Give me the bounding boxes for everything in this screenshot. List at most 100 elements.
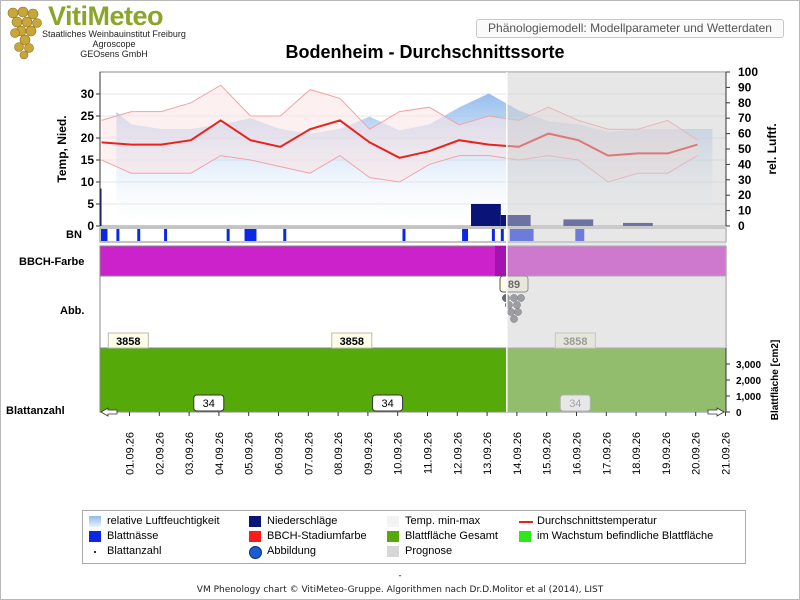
date-label: 07.09.26 <box>303 432 315 475</box>
legend-swatch <box>519 531 531 542</box>
leaf-wetness-mark <box>137 229 141 241</box>
leaf-wetness-mark <box>102 229 108 241</box>
date-label: 01.09.26 <box>125 432 137 475</box>
leaf-wetness-mark <box>491 229 495 241</box>
left-tick-label: 10 <box>81 175 95 189</box>
leaf-wetness-mark <box>244 229 257 241</box>
leaf-tick-label: 0 <box>736 408 742 419</box>
date-label: 05.09.26 <box>244 432 256 475</box>
right-tick-label: 80 <box>738 96 752 110</box>
right-tick-label: 50 <box>738 142 752 156</box>
legend-swatch <box>387 546 399 557</box>
abbildung-icon <box>249 546 262 559</box>
legend-label: Blattanzahl <box>107 545 162 557</box>
leaf-count-text: 34 <box>381 398 393 410</box>
y-axis-title-left: Temp, Nied. <box>55 115 69 182</box>
date-label: 06.09.26 <box>274 432 286 475</box>
precip-bar <box>100 188 102 226</box>
leaf-wetness-mark <box>116 229 120 241</box>
leaf-wetness-mark <box>283 229 287 241</box>
leaf-wetness-mark <box>101 229 103 241</box>
legend-swatch <box>89 516 101 527</box>
date-label: 21.09.26 <box>721 432 733 475</box>
row-label-blattanzahl: Blattanzahl <box>6 405 65 417</box>
legend-swatch <box>89 531 101 542</box>
right-tick-label: 30 <box>738 173 752 187</box>
org-line-2: Agroscope <box>92 39 136 49</box>
right-tick-label: 40 <box>738 157 752 171</box>
legend-swatch <box>249 516 261 527</box>
legend-label: relative Luftfeuchtigkeit <box>107 515 220 527</box>
legend-label: Prognose <box>405 545 453 557</box>
leaf-wetness-mark <box>462 229 469 241</box>
row-label-abb: Abb. <box>60 305 85 317</box>
left-tick-label: 15 <box>81 153 95 167</box>
legend-label: im Wachstum befindliche Blattfläche <box>537 530 714 542</box>
prognosis-overlay <box>506 72 726 412</box>
chart-title: Bodenheim - Durchschnittssorte <box>285 42 565 62</box>
leaf-tick-label: 2,000 <box>736 376 761 387</box>
leaf-count-label: 34 <box>372 394 404 412</box>
legend-swatch <box>94 551 96 553</box>
legend-label: Abbildung <box>267 545 316 557</box>
legend-swatch <box>387 531 399 542</box>
date-label: 16.09.26 <box>572 432 584 475</box>
date-label: 08.09.26 <box>333 432 345 475</box>
right-tick-label: 0 <box>738 219 745 233</box>
scroll-left-icon <box>100 407 118 417</box>
chart-legend: relative Luftfeuchtigkeit Niederschläge Te… <box>82 510 746 564</box>
logo-text: VitiMeteo <box>48 1 164 31</box>
footer-credit: VM Phenology chart © VitiMeteo-Gruppe. A… <box>196 585 604 595</box>
leaf-area-box <box>107 332 149 349</box>
left-tick-label: 20 <box>81 131 95 145</box>
right-tick-label: 100 <box>738 65 758 79</box>
scroll-right-icon <box>707 407 725 417</box>
left-tick-label: 25 <box>81 109 95 123</box>
bbch-stage-89 <box>494 246 507 276</box>
legend-label: Temp. min-max <box>405 515 481 527</box>
legend-label: BBCH-Stadiumfarbe <box>267 530 367 542</box>
leaf-count-box <box>372 394 404 412</box>
row-label-bbch: BBCH-Farbe <box>19 256 85 268</box>
leaf-wetness-mark <box>226 229 230 241</box>
legend-label: Blattfläche Gesamt <box>405 530 498 542</box>
leaf-tick-label: 3,000 <box>736 360 761 371</box>
right-tick-label: 20 <box>738 188 752 202</box>
org-line-3: GEOsens GmbH <box>80 49 148 59</box>
date-label: 20.09.26 <box>691 432 703 475</box>
leaf-wetness-mark <box>402 229 406 241</box>
date-label: 19.09.26 <box>661 432 673 475</box>
footer-dash: - <box>398 571 402 581</box>
right-tick-label: 60 <box>738 127 752 141</box>
org-line-1: Staatliches Weinbauinstitut Freiburg <box>42 29 186 39</box>
precip-bar <box>471 204 501 226</box>
row-label-bn: BN <box>66 229 82 241</box>
y-axis-title-right: rel. Luftf. <box>765 123 779 174</box>
date-label: 10.09.26 <box>393 432 405 475</box>
leaf-area-box <box>331 332 373 349</box>
leaf-area-text: 3858 <box>340 336 364 348</box>
left-tick-label: 0 <box>87 219 94 233</box>
leaf-area-text: 3858 <box>116 336 140 348</box>
model-selector[interactable]: Phänologiemodell: Modellparameter und We… <box>476 19 784 38</box>
date-label: 13.09.26 <box>482 432 494 475</box>
date-label: 03.09.26 <box>184 432 196 475</box>
date-label: 04.09.26 <box>214 432 226 475</box>
left-tick-label: 5 <box>87 197 94 211</box>
right-tick-label: 70 <box>738 111 752 125</box>
legend-label: Blattnässe <box>107 530 159 542</box>
legend-swatch <box>249 531 261 542</box>
leaf-count-label: 34 <box>193 394 225 412</box>
right-tick-label: 90 <box>738 80 752 94</box>
leaf-count-text: 34 <box>203 398 215 410</box>
right-tick-label: 10 <box>738 204 752 218</box>
date-label: 18.09.26 <box>631 432 643 475</box>
legend-swatch <box>387 516 399 527</box>
leaf-tick-label: 1,000 <box>736 392 761 403</box>
leaf-wetness-mark <box>500 229 504 241</box>
leaf-wetness-mark <box>164 229 168 241</box>
date-label: 12.09.26 <box>452 432 464 475</box>
date-label: 11.09.26 <box>423 432 435 474</box>
grape-logo-icon <box>7 6 42 60</box>
